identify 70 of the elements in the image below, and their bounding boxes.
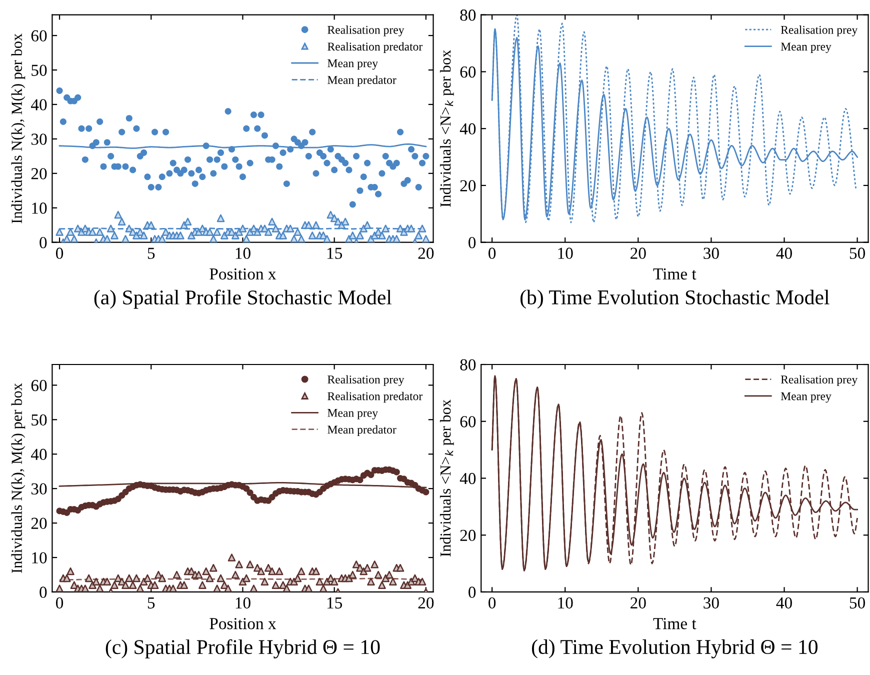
- y-tick-label: 20: [460, 180, 476, 192]
- legend-label: Mean predator: [328, 425, 396, 436]
- y-tick-label: 60: [460, 416, 476, 428]
- legend-label: Mean prey: [328, 409, 378, 420]
- y-tick-label: 0: [40, 237, 47, 248]
- y-tick-label: 40: [31, 99, 47, 110]
- y-tick-label: 20: [31, 518, 47, 529]
- legend-label: Realisation prey: [780, 375, 858, 386]
- x-tick-label: 30: [704, 597, 719, 609]
- y-tick-label: 60: [31, 380, 47, 392]
- text: (b) Time Evolution Stochastic Model: [520, 290, 830, 309]
- legend-label: Realisation predator: [328, 392, 423, 403]
- y-tick-label: 40: [460, 472, 476, 484]
- x-tick-label: 0: [488, 248, 496, 259]
- legend-label: Realisation prey: [328, 375, 404, 386]
- text: (d) Time Evolution Hybrid Θ = 10: [532, 639, 818, 658]
- y-axis-title: Individuals <N>$_{k}$ per box: [440, 50, 454, 207]
- x-axis-title: Position x: [210, 268, 276, 280]
- y-tick-label: 20: [460, 530, 476, 542]
- x-tick-label: 50: [850, 597, 865, 609]
- x-tick-label: 0: [56, 597, 64, 609]
- x-tick-label: 10: [236, 248, 250, 259]
- y-tick-label: 40: [31, 448, 47, 460]
- legend-label: Mean prey: [780, 392, 832, 403]
- y-axis-title: Individuals <N>$_{k}$ per box: [440, 400, 454, 557]
- y-tick-label: 60: [31, 30, 47, 42]
- x-tick-label: 15: [327, 597, 342, 609]
- text: (c) Spatial Profile Hybrid Θ = 10: [106, 639, 380, 658]
- x-tick-label: 40: [776, 597, 792, 609]
- x-tick-label: 30: [704, 248, 719, 259]
- x-axis-title: Position x: [210, 618, 276, 630]
- x-tick-label: 10: [558, 248, 573, 259]
- x-tick-label: 20: [418, 597, 434, 609]
- x-tick-label: 20: [630, 248, 646, 259]
- y-tick-label: 80: [460, 10, 476, 21]
- x-tick-label: 50: [850, 248, 865, 259]
- y-tick-label: 0: [40, 586, 47, 598]
- y-tick-label: 0: [468, 586, 476, 598]
- x-tick-label: 0: [56, 248, 64, 259]
- x-tick-label: 10: [558, 597, 573, 609]
- x-tick-label: 0: [488, 597, 496, 609]
- y-tick-label: 40: [460, 123, 476, 135]
- y-tick-label: 60: [460, 66, 476, 78]
- y-tick-label: 0: [468, 237, 476, 248]
- y-tick-label: 10: [32, 202, 47, 214]
- legend-label: Realisation prey: [328, 26, 404, 36]
- text: (a) Spatial Profile Stochastic Model: [94, 290, 392, 309]
- y-tick-label: 50: [32, 64, 47, 76]
- legend-label: Mean prey: [328, 59, 378, 70]
- x-tick-label: 15: [327, 248, 342, 259]
- legend-label: Mean predator: [328, 76, 396, 86]
- legend-label: Realisation prey: [780, 26, 858, 36]
- x-tick-label: 5: [148, 248, 155, 259]
- x-tick-label: 5: [148, 597, 155, 609]
- x-axis-title: Time t: [653, 618, 696, 630]
- y-tick-label: 30: [31, 483, 47, 495]
- x-tick-label: 20: [418, 248, 434, 259]
- y-tick-label: 20: [31, 168, 47, 180]
- x-tick-label: 40: [776, 248, 792, 259]
- legend-label: Realisation predator: [328, 42, 423, 53]
- y-tick-label: 50: [32, 414, 47, 426]
- y-axis-title: Individuals N(k), M(k) per box: [11, 383, 26, 573]
- x-tick-label: 10: [236, 597, 250, 609]
- y-tick-label: 10: [32, 552, 47, 564]
- x-tick-label: 20: [630, 597, 646, 609]
- x-axis-title: Time t: [653, 268, 696, 280]
- y-axis-title: Individuals N(k), M(k) per box: [11, 34, 26, 224]
- y-tick-label: 30: [31, 134, 47, 145]
- legend-label: Mean prey: [780, 42, 832, 53]
- y-tick-label: 80: [460, 359, 476, 370]
